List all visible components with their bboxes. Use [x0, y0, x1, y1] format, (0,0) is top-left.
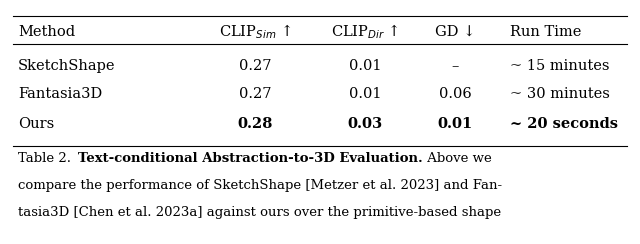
Text: CLIP$_{Dir}$ ↑: CLIP$_{Dir}$ ↑: [331, 23, 399, 41]
Text: tasia3D [Chen et al. 2023a] against ours over the primitive-based shape: tasia3D [Chen et al. 2023a] against ours…: [18, 206, 501, 219]
Text: Fantasia3D: Fantasia3D: [18, 87, 102, 101]
Text: Text-conditional Abstraction-to-3D Evaluation.: Text-conditional Abstraction-to-3D Evalu…: [78, 152, 422, 165]
Text: Run Time: Run Time: [510, 25, 581, 39]
Text: compare the performance of SketchShape [Metzer et al. 2023] and Fan-: compare the performance of SketchShape […: [18, 179, 502, 192]
Text: –: –: [451, 59, 459, 73]
Text: ~ 30 minutes: ~ 30 minutes: [510, 87, 610, 101]
Text: 0.27: 0.27: [239, 87, 271, 101]
Text: 0.01: 0.01: [437, 117, 472, 131]
Text: Ours: Ours: [18, 117, 54, 131]
Text: 0.01: 0.01: [349, 59, 381, 73]
Text: Method: Method: [18, 25, 75, 39]
Text: GD ↓: GD ↓: [435, 25, 475, 39]
Text: Above we: Above we: [422, 152, 492, 165]
Text: CLIP$_{Sim}$ ↑: CLIP$_{Sim}$ ↑: [219, 23, 291, 41]
Text: 0.01: 0.01: [349, 87, 381, 101]
Text: 0.06: 0.06: [438, 87, 472, 101]
Text: SketchShape: SketchShape: [18, 59, 115, 73]
Text: ~ 15 minutes: ~ 15 minutes: [510, 59, 609, 73]
Text: ~ 20 seconds: ~ 20 seconds: [510, 117, 618, 131]
Text: 0.28: 0.28: [237, 117, 273, 131]
Text: Table 2.: Table 2.: [18, 152, 78, 165]
Text: 0.27: 0.27: [239, 59, 271, 73]
Text: 0.03: 0.03: [348, 117, 383, 131]
